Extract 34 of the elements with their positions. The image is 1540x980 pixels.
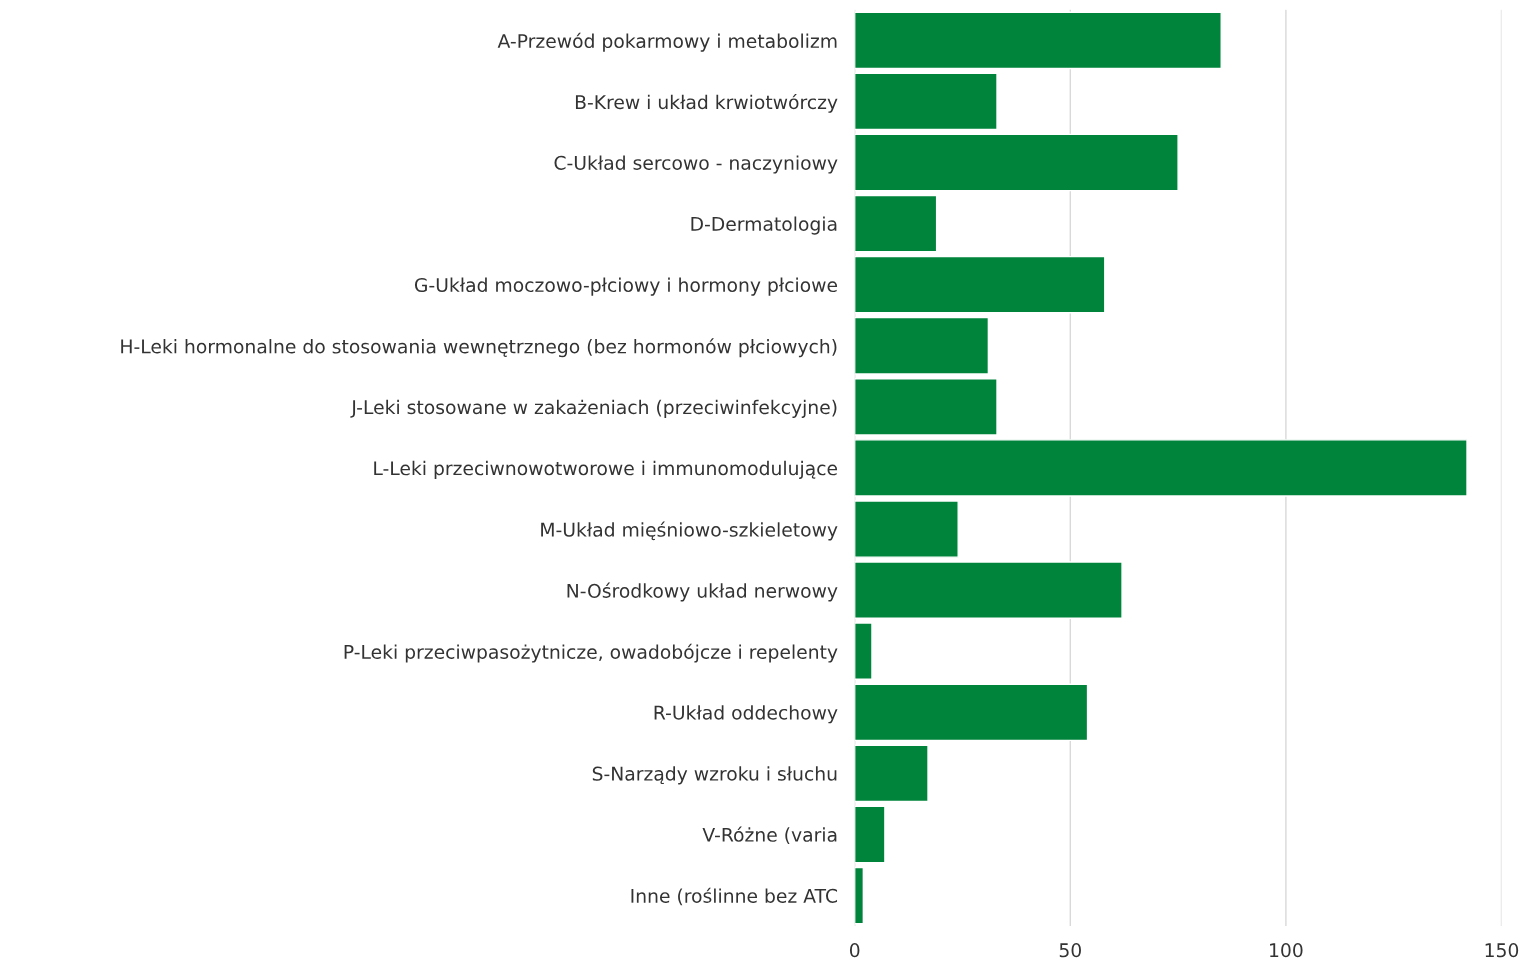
bar — [854, 11, 1222, 70]
bar — [854, 744, 929, 803]
y-tick-label: Inne (roślinne bez ATC — [631, 887, 838, 906]
y-tick-label: P-Leki przeciwpasożytnicze, owadobójcze i repelenty — [344, 643, 838, 663]
bar — [854, 561, 1123, 619]
bar — [854, 683, 1089, 742]
y-tick-label: N-Ośrodkowy układ nerwowy — [567, 582, 838, 602]
y-tick-label: L-Leki przeciwnowotworowe i immunomodulujące — [374, 460, 838, 479]
bar — [854, 500, 959, 558]
y-tick-label: B-Krew i układ krwiotwórczy — [575, 93, 838, 113]
y-tick-label: S-Narządy wzroku i słuchu — [592, 766, 837, 785]
bar — [854, 622, 873, 681]
y-tick-label: V-Różne (varia — [702, 826, 837, 845]
y-tick-label: C-Układ sercowo - naczyniowy — [554, 155, 838, 174]
x-tick-label: 50 — [1059, 943, 1081, 958]
y-tick-label: H-Leki hormonalne do stosowania wewnętrznego (bez hormonów płciowych) — [121, 338, 837, 358]
bar — [854, 133, 1179, 192]
bar — [854, 316, 990, 375]
x-tick-label: 0 — [849, 943, 860, 958]
bar — [854, 72, 998, 131]
y-tick-label: D-Dermatologia — [691, 216, 837, 235]
bar — [854, 255, 1106, 314]
y-tick-label: J-Leki stosowane w zakażeniach (przeciwinfekcyjne) — [350, 399, 837, 418]
bar — [854, 378, 998, 436]
y-tick-label: G-Układ moczowo-płciowy i hormony płciowe — [414, 277, 838, 296]
bar — [854, 805, 886, 864]
x-tick-label: 150 — [1485, 943, 1519, 958]
y-tick-label: M-Układ mięśniowo-szkieletowy — [541, 521, 838, 541]
bar — [854, 439, 1468, 497]
y-tick-label: A-Przewód pokarmowy i metabolizm — [497, 32, 837, 52]
bar — [854, 194, 938, 253]
bar — [854, 866, 865, 925]
y-tick-label: R-Układ oddechowy — [654, 705, 838, 724]
x-tick-label: 100 — [1270, 943, 1303, 958]
